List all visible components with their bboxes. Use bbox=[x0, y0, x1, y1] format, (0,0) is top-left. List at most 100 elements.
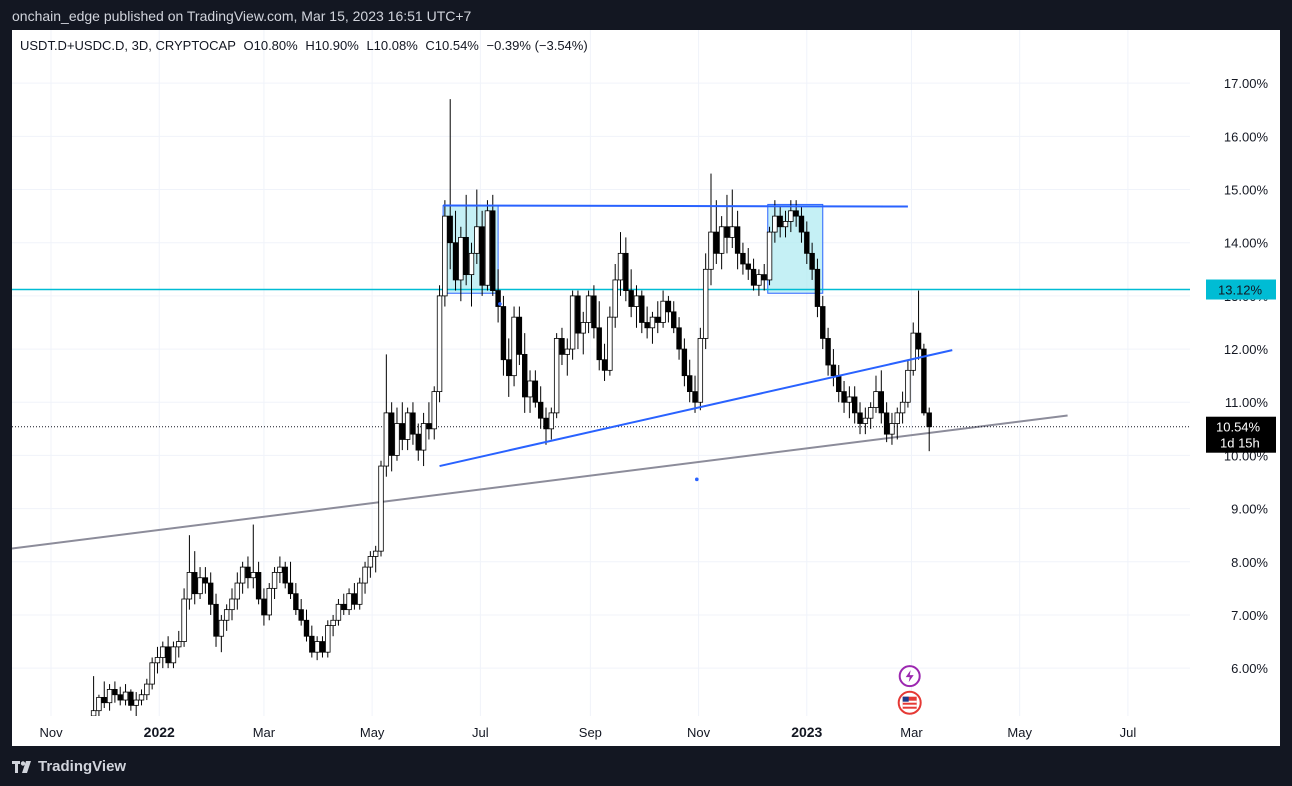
candle-body[interactable] bbox=[383, 412, 390, 467]
candle-body[interactable] bbox=[255, 572, 262, 600]
candle-body[interactable] bbox=[122, 691, 129, 701]
candle-body[interactable] bbox=[367, 556, 374, 568]
candle-body[interactable] bbox=[788, 210, 794, 222]
candle-body[interactable] bbox=[303, 619, 310, 637]
candle-body[interactable] bbox=[804, 231, 810, 254]
candle-body[interactable] bbox=[96, 696, 102, 712]
candle-body[interactable] bbox=[522, 353, 528, 398]
candle-body[interactable] bbox=[511, 316, 517, 377]
candle-body[interactable] bbox=[394, 423, 400, 456]
candle-body[interactable] bbox=[90, 710, 97, 717]
candle-body[interactable] bbox=[239, 566, 246, 584]
candle-body[interactable] bbox=[639, 295, 645, 323]
candle-body[interactable] bbox=[447, 215, 453, 244]
candle-body[interactable] bbox=[665, 300, 672, 313]
price-axis[interactable] bbox=[1190, 30, 1280, 746]
candle-body[interactable] bbox=[718, 226, 725, 254]
long-support-trendline[interactable] bbox=[12, 414, 1068, 550]
candle-body[interactable] bbox=[713, 231, 720, 254]
candle-body[interactable] bbox=[287, 582, 294, 595]
candle-body[interactable] bbox=[207, 582, 214, 605]
candle-body[interactable] bbox=[293, 593, 299, 611]
candle-body[interactable] bbox=[857, 412, 863, 424]
chart-frame[interactable]: USDT.D+USDC.D, 3D, CRYPTOCAP O10.80% H10… bbox=[12, 30, 1280, 746]
candle-body[interactable] bbox=[319, 641, 326, 653]
candle-body[interactable] bbox=[372, 550, 379, 557]
candle-body[interactable] bbox=[213, 603, 219, 637]
candle-body[interactable] bbox=[883, 412, 890, 435]
candle-body[interactable] bbox=[841, 391, 847, 403]
candle-body[interactable] bbox=[399, 423, 406, 440]
candle-body[interactable] bbox=[474, 226, 480, 254]
candle-body[interactable] bbox=[607, 316, 613, 371]
candle-body[interactable] bbox=[814, 268, 821, 307]
candle-body[interactable] bbox=[899, 401, 906, 414]
candle-body[interactable] bbox=[569, 295, 576, 350]
candle-body[interactable] bbox=[314, 641, 320, 653]
candle-body[interactable] bbox=[548, 412, 555, 430]
candle-body[interactable] bbox=[341, 603, 347, 611]
candle-body[interactable] bbox=[766, 231, 773, 281]
candle-body[interactable] bbox=[202, 577, 209, 584]
candle-body[interactable] bbox=[761, 274, 767, 281]
candle-body[interactable] bbox=[836, 375, 842, 393]
candle-body[interactable] bbox=[596, 327, 602, 361]
candle-body[interactable] bbox=[660, 300, 666, 323]
candle-body[interactable] bbox=[223, 609, 230, 621]
candle-body[interactable] bbox=[495, 290, 501, 307]
candle-body[interactable] bbox=[479, 226, 485, 286]
candle-body[interactable] bbox=[117, 694, 123, 701]
candle-body[interactable] bbox=[750, 268, 757, 286]
candle-body[interactable] bbox=[154, 657, 161, 664]
candle-body[interactable] bbox=[633, 295, 640, 307]
candle-body[interactable] bbox=[905, 369, 911, 403]
candle-body[interactable] bbox=[186, 572, 193, 600]
candle-body[interactable] bbox=[500, 306, 507, 361]
candle-body[interactable] bbox=[729, 226, 735, 238]
candle-body[interactable] bbox=[309, 635, 315, 653]
candle-body[interactable] bbox=[687, 375, 693, 393]
candle-body[interactable] bbox=[894, 412, 900, 424]
candle-body[interactable] bbox=[798, 215, 805, 233]
candle-body[interactable] bbox=[133, 699, 139, 706]
candle-body[interactable] bbox=[458, 236, 464, 281]
candle-body[interactable] bbox=[851, 396, 858, 414]
candle-body[interactable] bbox=[628, 290, 634, 307]
candle-body[interactable] bbox=[218, 619, 225, 637]
candle-body[interactable] bbox=[777, 215, 783, 228]
candle-body[interactable] bbox=[298, 609, 304, 621]
candle-body[interactable] bbox=[160, 646, 166, 658]
candle-body[interactable] bbox=[889, 423, 895, 435]
candle-body[interactable] bbox=[388, 412, 395, 456]
candle-body[interactable] bbox=[575, 295, 581, 334]
candle-body[interactable] bbox=[692, 391, 698, 403]
candle-body[interactable] bbox=[559, 338, 565, 355]
candle-body[interactable] bbox=[452, 242, 459, 281]
candle-body[interactable] bbox=[724, 226, 730, 238]
candle-body[interactable] bbox=[873, 391, 879, 408]
candle-body[interactable] bbox=[532, 380, 539, 403]
candle-body[interactable] bbox=[463, 236, 469, 276]
candle-body[interactable] bbox=[112, 689, 118, 696]
candle-body[interactable] bbox=[585, 295, 592, 323]
candle-body[interactable] bbox=[782, 221, 789, 228]
candle-body[interactable] bbox=[809, 252, 815, 270]
candle-body[interactable] bbox=[671, 311, 677, 329]
candle-body[interactable] bbox=[261, 598, 267, 616]
candlestick-chart[interactable]: 6.00%7.00%8.00%9.00%10.00%11.00%12.00%13… bbox=[12, 30, 1280, 746]
candle-body[interactable] bbox=[197, 577, 203, 595]
candle-body[interactable] bbox=[346, 593, 352, 611]
candle-body[interactable] bbox=[580, 322, 586, 334]
candle-body[interactable] bbox=[404, 412, 411, 440]
candle-body[interactable] bbox=[915, 332, 922, 350]
candle-body[interactable] bbox=[149, 662, 155, 685]
candle-body[interactable] bbox=[702, 268, 709, 339]
candle-body[interactable] bbox=[128, 691, 134, 706]
candle-body[interactable] bbox=[351, 593, 358, 605]
candle-body[interactable] bbox=[681, 348, 688, 377]
candle-body[interactable] bbox=[234, 582, 241, 600]
candle-body[interactable] bbox=[330, 619, 336, 626]
candle-body[interactable] bbox=[553, 338, 560, 414]
candle-body[interactable] bbox=[420, 423, 427, 451]
candle-body[interactable] bbox=[436, 295, 443, 393]
